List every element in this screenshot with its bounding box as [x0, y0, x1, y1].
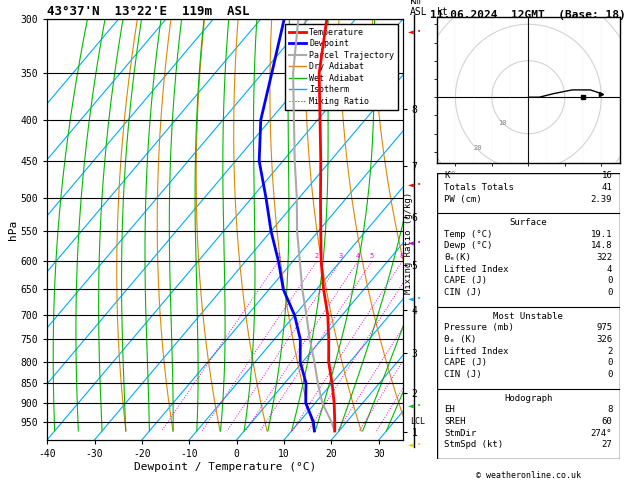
- Text: Hodograph: Hodograph: [504, 394, 552, 402]
- Text: Temp (°C): Temp (°C): [445, 230, 493, 239]
- Text: Pressure (mb): Pressure (mb): [445, 323, 515, 332]
- Text: StmSpd (kt): StmSpd (kt): [445, 440, 504, 450]
- Text: θₑ(K): θₑ(K): [445, 253, 471, 262]
- Text: •: •: [417, 403, 421, 409]
- Text: 1: 1: [276, 253, 281, 260]
- Text: 5: 5: [370, 253, 374, 260]
- Text: LCL: LCL: [409, 417, 425, 426]
- Text: 10: 10: [499, 120, 507, 126]
- Text: km
ASL: km ASL: [409, 0, 427, 17]
- Text: Mixing Ratio (g/kg): Mixing Ratio (g/kg): [404, 192, 413, 294]
- Text: 19.1: 19.1: [591, 230, 612, 239]
- Text: 4: 4: [607, 265, 612, 274]
- Text: •: •: [417, 296, 421, 302]
- Text: 4: 4: [356, 253, 360, 260]
- Text: 274°: 274°: [591, 429, 612, 437]
- Text: 975: 975: [596, 323, 612, 332]
- Text: 0: 0: [607, 288, 612, 297]
- Text: CAPE (J): CAPE (J): [445, 358, 487, 367]
- Text: Lifted Index: Lifted Index: [445, 347, 509, 356]
- Text: •: •: [417, 182, 421, 188]
- Text: 3: 3: [338, 253, 343, 260]
- Text: 16: 16: [601, 171, 612, 180]
- Text: 41: 41: [601, 183, 612, 192]
- Y-axis label: hPa: hPa: [8, 220, 18, 240]
- Text: ◄: ◄: [408, 294, 414, 304]
- Text: Lifted Index: Lifted Index: [445, 265, 509, 274]
- Text: 60: 60: [601, 417, 612, 426]
- Text: 2: 2: [314, 253, 319, 260]
- Text: kt: kt: [437, 7, 449, 17]
- Text: 43°37'N  13°22'E  119m  ASL: 43°37'N 13°22'E 119m ASL: [47, 5, 250, 18]
- Text: •: •: [417, 240, 421, 246]
- Text: EH: EH: [445, 405, 455, 414]
- Text: 27: 27: [601, 440, 612, 450]
- Text: ◄: ◄: [408, 401, 414, 411]
- Text: θₑ (K): θₑ (K): [445, 335, 477, 344]
- Text: 2: 2: [607, 347, 612, 356]
- Text: 0: 0: [607, 370, 612, 379]
- Text: Dewp (°C): Dewp (°C): [445, 242, 493, 250]
- Text: 326: 326: [596, 335, 612, 344]
- Text: ◄: ◄: [408, 440, 414, 450]
- Text: K: K: [445, 171, 450, 180]
- Text: 2.39: 2.39: [591, 194, 612, 204]
- Text: •: •: [417, 442, 421, 448]
- Text: StmDir: StmDir: [445, 429, 477, 437]
- Text: 14.8: 14.8: [591, 242, 612, 250]
- Text: © weatheronline.co.uk: © weatheronline.co.uk: [476, 471, 581, 480]
- Text: SREH: SREH: [445, 417, 466, 426]
- Text: PW (cm): PW (cm): [445, 194, 482, 204]
- Text: Most Unstable: Most Unstable: [493, 312, 564, 321]
- X-axis label: Dewpoint / Temperature (°C): Dewpoint / Temperature (°C): [134, 462, 316, 471]
- Legend: Temperature, Dewpoint, Parcel Trajectory, Dry Adiabat, Wet Adiabat, Isotherm, Mi: Temperature, Dewpoint, Parcel Trajectory…: [285, 24, 398, 110]
- Text: CIN (J): CIN (J): [445, 288, 482, 297]
- Text: 30: 30: [447, 171, 456, 177]
- Text: 20: 20: [473, 145, 482, 151]
- Text: CIN (J): CIN (J): [445, 370, 482, 379]
- Text: ◄: ◄: [408, 27, 414, 36]
- Text: •: •: [417, 29, 421, 35]
- Text: Totals Totals: Totals Totals: [445, 183, 515, 192]
- Text: 0: 0: [607, 277, 612, 285]
- Text: 322: 322: [596, 253, 612, 262]
- Text: 8: 8: [400, 253, 404, 260]
- Text: 11.06.2024  12GMT  (Base: 18): 11.06.2024 12GMT (Base: 18): [430, 10, 626, 20]
- Text: ◄: ◄: [408, 238, 414, 248]
- Text: 0: 0: [607, 358, 612, 367]
- Text: ◄: ◄: [408, 180, 414, 190]
- Text: Surface: Surface: [509, 218, 547, 227]
- Text: CAPE (J): CAPE (J): [445, 277, 487, 285]
- Text: 8: 8: [607, 405, 612, 414]
